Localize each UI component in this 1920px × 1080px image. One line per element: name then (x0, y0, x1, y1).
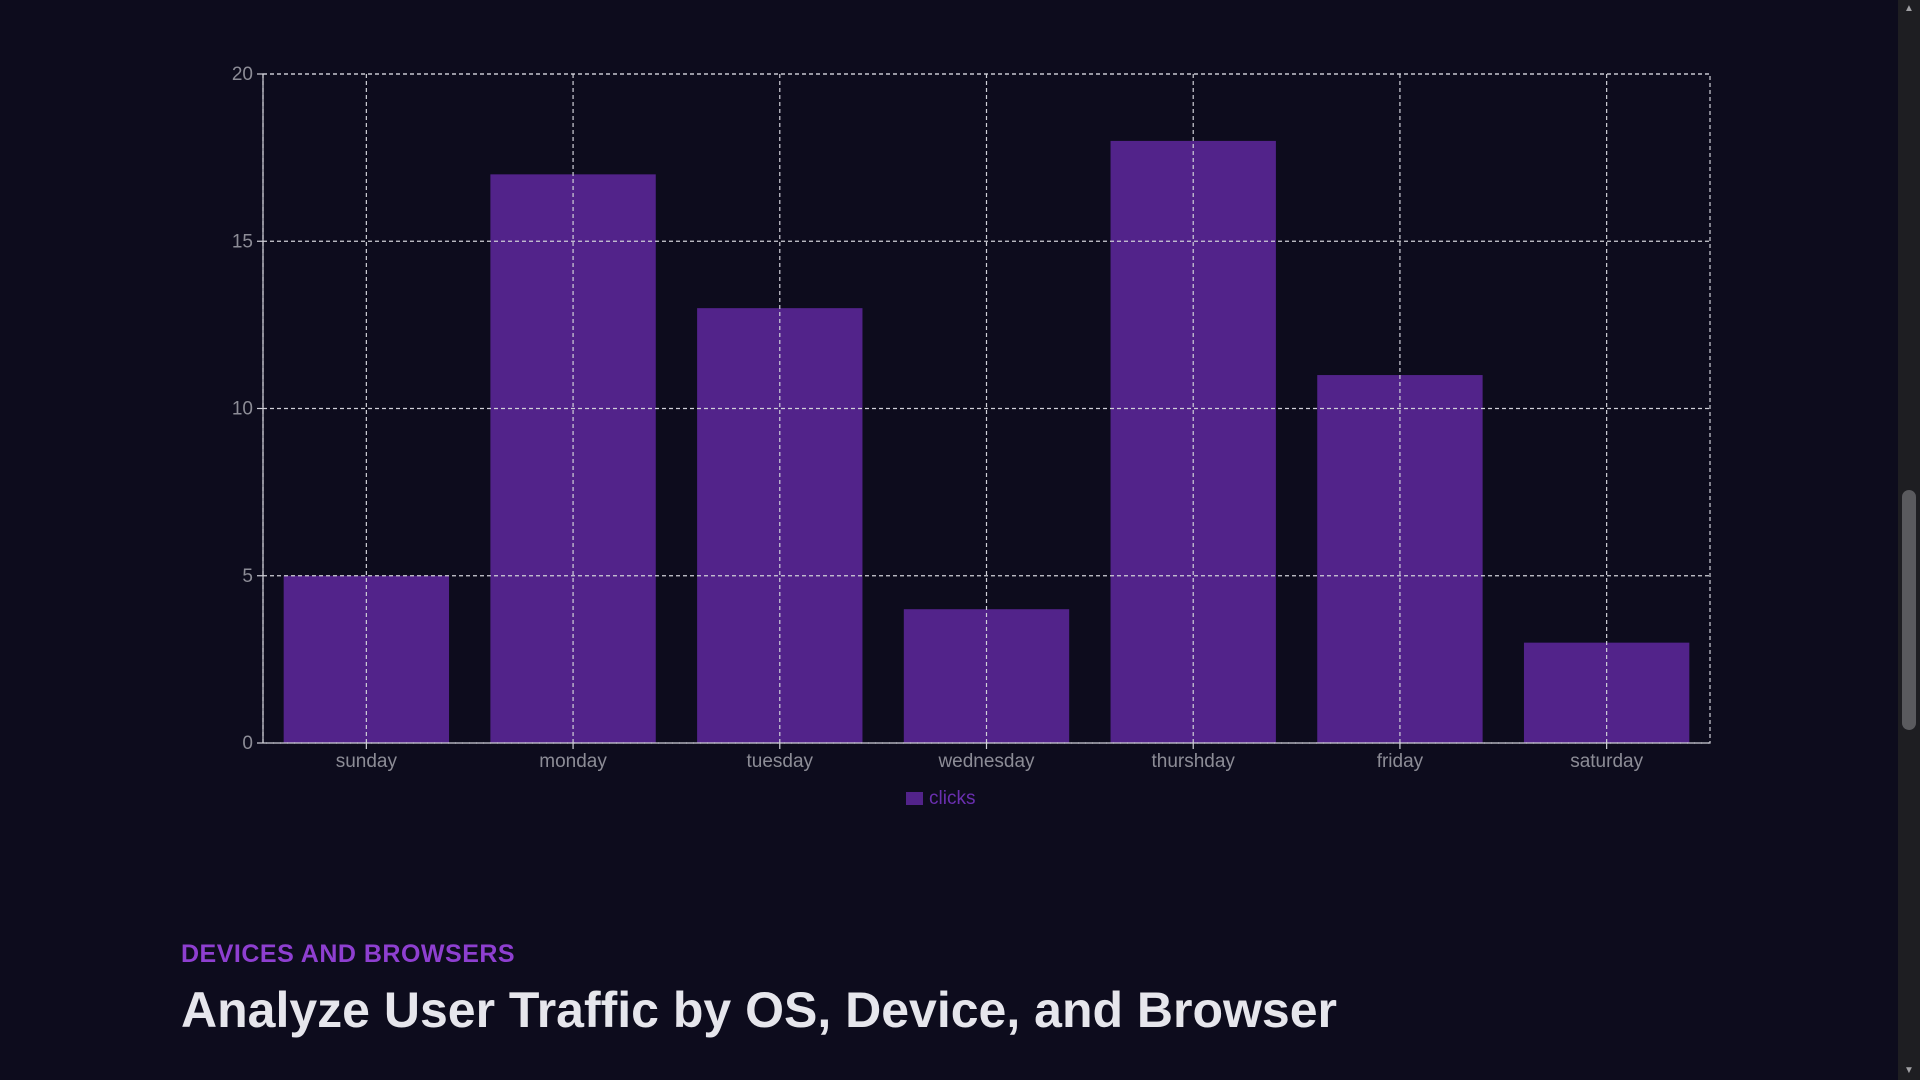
scroll-up-arrow-icon[interactable]: ▲ (1904, 3, 1914, 14)
x-tick-label-friday: friday (1377, 751, 1424, 772)
x-tick-label-saturday: saturday (1570, 751, 1643, 772)
x-tick-label-wednesday: wednesday (937, 751, 1035, 772)
y-tick-label-15: 15 (232, 231, 253, 252)
bar-sunday (283, 575, 450, 743)
section-eyebrow: DEVICES AND BROWSERS (181, 940, 516, 968)
x-tick-label-sunday: sunday (336, 751, 398, 772)
y-tick-label-10: 10 (232, 399, 253, 420)
x-tick-label-monday: monday (539, 751, 607, 772)
scroll-thumb[interactable] (1902, 490, 1916, 730)
vertical-scrollbar[interactable]: ▲ ▼ (1898, 0, 1920, 1080)
y-tick-label-20: 20 (232, 64, 253, 85)
y-tick-label-5: 5 (242, 566, 253, 587)
devices-browsers-section: DEVICES AND BROWSERS Analyze User Traffi… (181, 942, 1337, 1038)
x-tick-label-tuesday: tuesday (747, 751, 814, 772)
legend-swatch-clicks (906, 792, 923, 805)
section-title: Analyze User Traffic by OS, Device, and … (181, 982, 1338, 1038)
clicks-chart: 0 5 10 15 20 sunday monday tuesday wednesday thur… (232, 64, 1711, 809)
y-tick-label-0: 0 (242, 733, 253, 754)
scroll-down-arrow-icon[interactable]: ▼ (1904, 1065, 1914, 1076)
legend-label-clicks: clicks (929, 788, 975, 809)
plot-border (262, 73, 1711, 744)
bar-chart-svg: 0 5 10 15 20 sunday monday tuesday wednesday thur… (232, 64, 1711, 809)
x-tick-label-thurshday: thurshday (1151, 751, 1235, 772)
